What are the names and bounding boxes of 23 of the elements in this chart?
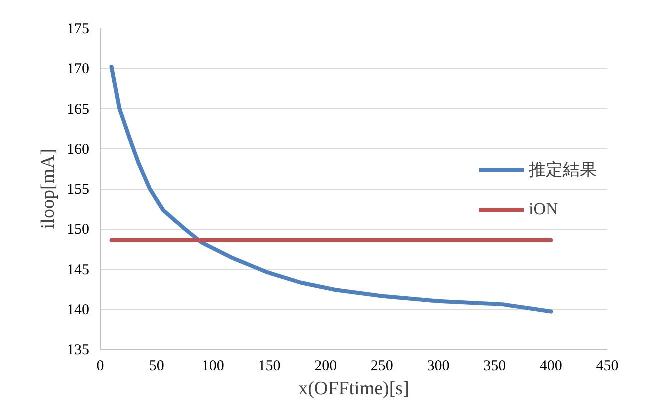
y-tick-label: 160 [67,142,90,158]
x-tick-label: 250 [370,358,394,374]
x-tick-label: 400 [540,358,562,374]
y-tick-label: 175 [67,22,90,38]
x-axis-title: x(OFFtime)[s] [298,378,410,400]
y-axis-title: iloop[mA] [38,148,59,230]
y-tick-label: 145 [67,262,90,278]
legend-label: iON [529,199,558,219]
y-tick-label: 150 [67,222,90,238]
x-tick-label: 150 [258,358,281,374]
x-tick-label: 100 [202,358,224,374]
y-tick-label: 135 [67,342,90,358]
x-tick-label: 50 [149,358,164,374]
x-tick-label: 300 [427,358,450,374]
y-tick-label: 140 [67,302,90,318]
x-tick-label: 450 [596,358,619,374]
x-tick-label: 350 [484,358,506,374]
legend-label: 推定結果 [529,159,597,181]
x-tick-label: 200 [314,358,338,374]
y-tick-label: 165 [67,102,90,118]
y-tick-label: 170 [67,62,90,78]
y-tick-label: 155 [67,182,90,198]
x-tick-label: 0 [96,358,104,374]
